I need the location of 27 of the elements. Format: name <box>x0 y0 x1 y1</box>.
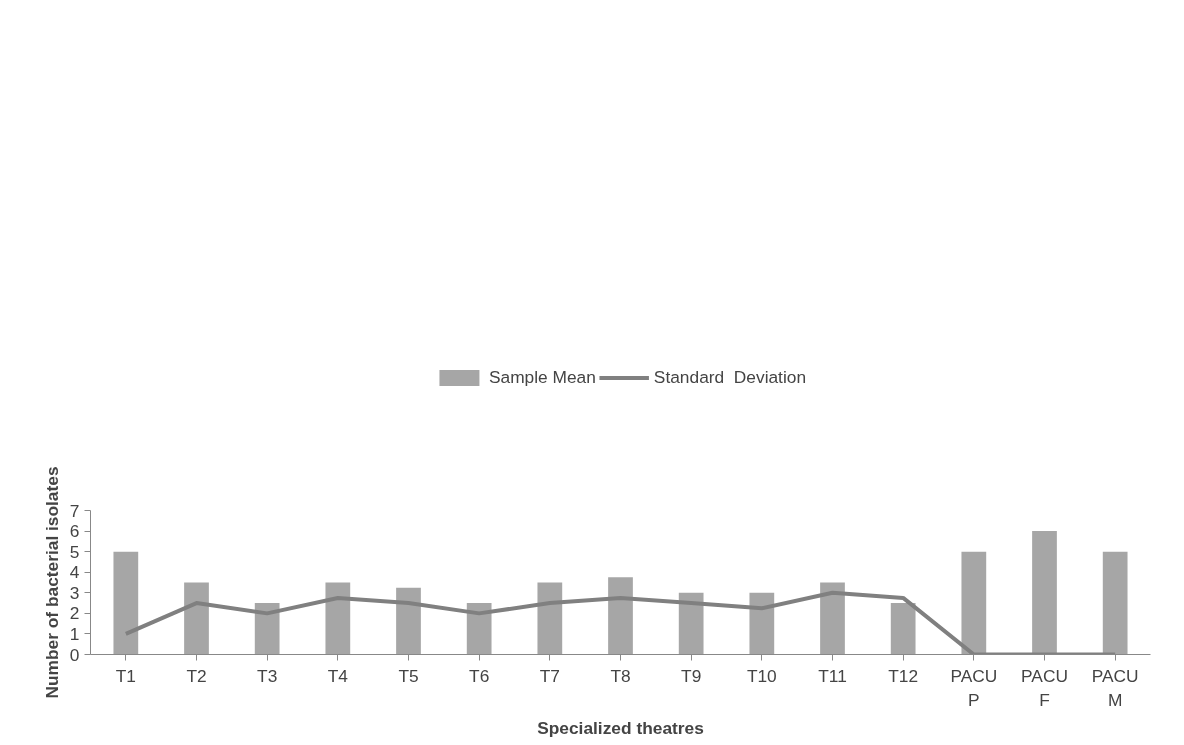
x-tick-label: PACU M <box>1091 665 1139 710</box>
x-tick-label: T12 <box>888 665 919 686</box>
y-tick-label: 7 <box>69 500 80 521</box>
y-tick-label: 0 <box>69 644 80 665</box>
x-tick-label: T10 <box>746 665 777 686</box>
legend-label: Standard Deviation <box>653 366 807 388</box>
y-axis-title: Number of bacterial isolates <box>41 466 62 699</box>
y-tick-label: 2 <box>69 603 80 624</box>
y-tick-label: 6 <box>69 521 80 542</box>
y-tick-label: 1 <box>69 623 80 644</box>
legend-label: Sample Mean <box>488 366 596 388</box>
y-tick-label: 5 <box>69 541 80 562</box>
x-tick-label: T11 <box>818 665 847 686</box>
x-axis-title: Specialized theatres <box>537 717 704 738</box>
x-tick-label: T8 <box>610 665 631 686</box>
x-tick-label: PACU F <box>1021 665 1068 710</box>
x-tick-label: T4 <box>327 665 349 686</box>
x-tick-label: T3 <box>257 665 278 686</box>
x-tick-label: T5 <box>398 665 419 686</box>
x-tick-label: T1 <box>115 665 136 686</box>
x-tick-label: PACU P <box>950 665 998 710</box>
x-tick-label: T9 <box>681 665 702 686</box>
x-tick-label: T2 <box>186 665 207 686</box>
x-tick-label: T6 <box>469 665 490 686</box>
y-tick-label: 3 <box>69 582 80 603</box>
x-tick-label: T7 <box>539 665 560 686</box>
y-tick-label: 4 <box>69 562 80 583</box>
